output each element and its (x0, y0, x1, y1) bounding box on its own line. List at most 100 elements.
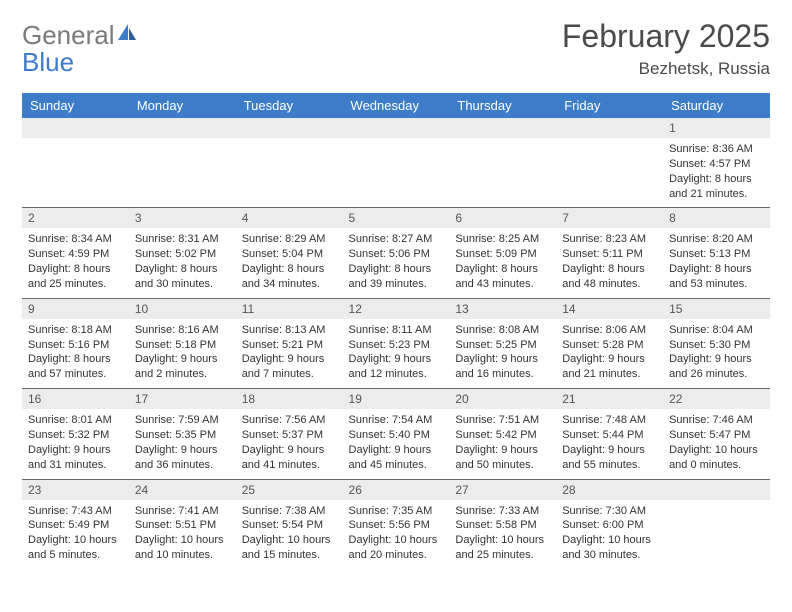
day-details: Sunrise: 8:11 AMSunset: 5:23 PMDaylight:… (343, 319, 450, 388)
day-number: 17 (129, 389, 236, 409)
calendar-empty-cell (22, 118, 129, 208)
sunrise-line: Sunrise: 7:46 AM (669, 413, 764, 428)
day-number: 21 (556, 389, 663, 409)
sunset-line: Sunset: 5:32 PM (28, 428, 123, 443)
daylight-line: Daylight: 8 hours and 53 minutes. (669, 262, 764, 292)
day-details: Sunrise: 7:56 AMSunset: 5:37 PMDaylight:… (236, 409, 343, 478)
day-details: Sunrise: 7:30 AMSunset: 6:00 PMDaylight:… (556, 500, 663, 569)
daylight-line: Daylight: 8 hours and 57 minutes. (28, 352, 123, 382)
sunset-line: Sunset: 5:06 PM (349, 247, 444, 262)
sunset-line: Sunset: 5:30 PM (669, 338, 764, 353)
day-number (663, 480, 770, 500)
day-details: Sunrise: 8:20 AMSunset: 5:13 PMDaylight:… (663, 228, 770, 297)
calendar-day-cell: 14Sunrise: 8:06 AMSunset: 5:28 PMDayligh… (556, 298, 663, 388)
calendar-day-cell: 22Sunrise: 7:46 AMSunset: 5:47 PMDayligh… (663, 389, 770, 479)
day-number: 23 (22, 480, 129, 500)
daylight-line: Daylight: 8 hours and 34 minutes. (242, 262, 337, 292)
day-number (343, 118, 450, 138)
sunrise-line: Sunrise: 8:01 AM (28, 413, 123, 428)
day-details: Sunrise: 8:31 AMSunset: 5:02 PMDaylight:… (129, 228, 236, 297)
daylight-line: Daylight: 9 hours and 7 minutes. (242, 352, 337, 382)
sunrise-line: Sunrise: 8:34 AM (28, 232, 123, 247)
calendar-week-row: 23Sunrise: 7:43 AMSunset: 5:49 PMDayligh… (22, 479, 770, 569)
calendar-table: SundayMondayTuesdayWednesdayThursdayFrid… (22, 93, 770, 569)
daylight-line: Daylight: 10 hours and 20 minutes. (349, 533, 444, 563)
day-number: 25 (236, 480, 343, 500)
sunset-line: Sunset: 5:35 PM (135, 428, 230, 443)
sunrise-line: Sunrise: 7:51 AM (455, 413, 550, 428)
calendar-body: 1Sunrise: 8:36 AMSunset: 4:57 PMDaylight… (22, 118, 770, 569)
sunrise-line: Sunrise: 7:54 AM (349, 413, 444, 428)
calendar-day-cell: 6Sunrise: 8:25 AMSunset: 5:09 PMDaylight… (449, 208, 556, 298)
sunrise-line: Sunrise: 7:33 AM (455, 504, 550, 519)
day-details: Sunrise: 8:27 AMSunset: 5:06 PMDaylight:… (343, 228, 450, 297)
sunset-line: Sunset: 5:13 PM (669, 247, 764, 262)
day-number: 8 (663, 208, 770, 228)
sunset-line: Sunset: 5:04 PM (242, 247, 337, 262)
sunrise-line: Sunrise: 8:08 AM (455, 323, 550, 338)
weekday-header: Thursday (449, 93, 556, 118)
sunrise-line: Sunrise: 7:41 AM (135, 504, 230, 519)
calendar-day-cell: 4Sunrise: 8:29 AMSunset: 5:04 PMDaylight… (236, 208, 343, 298)
logo: General Blue (22, 18, 138, 77)
calendar-week-row: 9Sunrise: 8:18 AMSunset: 5:16 PMDaylight… (22, 298, 770, 388)
day-details: Sunrise: 8:23 AMSunset: 5:11 PMDaylight:… (556, 228, 663, 297)
sunset-line: Sunset: 5:28 PM (562, 338, 657, 353)
sunset-line: Sunset: 5:18 PM (135, 338, 230, 353)
sunrise-line: Sunrise: 7:43 AM (28, 504, 123, 519)
day-details: Sunrise: 8:29 AMSunset: 5:04 PMDaylight:… (236, 228, 343, 297)
day-details: Sunrise: 7:46 AMSunset: 5:47 PMDaylight:… (663, 409, 770, 478)
logo-text-line2: Blue (22, 49, 138, 76)
sunset-line: Sunset: 5:42 PM (455, 428, 550, 443)
daylight-line: Daylight: 9 hours and 55 minutes. (562, 443, 657, 473)
daylight-line: Daylight: 9 hours and 26 minutes. (669, 352, 764, 382)
day-number: 27 (449, 480, 556, 500)
calendar-day-cell: 7Sunrise: 8:23 AMSunset: 5:11 PMDaylight… (556, 208, 663, 298)
sunset-line: Sunset: 5:25 PM (455, 338, 550, 353)
calendar-empty-cell (236, 118, 343, 208)
day-number: 26 (343, 480, 450, 500)
sunrise-line: Sunrise: 8:18 AM (28, 323, 123, 338)
day-number: 3 (129, 208, 236, 228)
day-number: 6 (449, 208, 556, 228)
daylight-line: Daylight: 8 hours and 39 minutes. (349, 262, 444, 292)
day-number: 14 (556, 299, 663, 319)
calendar-empty-cell (449, 118, 556, 208)
sunset-line: Sunset: 5:09 PM (455, 247, 550, 262)
calendar-day-cell: 15Sunrise: 8:04 AMSunset: 5:30 PMDayligh… (663, 298, 770, 388)
calendar-week-row: 1Sunrise: 8:36 AMSunset: 4:57 PMDaylight… (22, 118, 770, 208)
sunrise-line: Sunrise: 8:20 AM (669, 232, 764, 247)
calendar-day-cell: 12Sunrise: 8:11 AMSunset: 5:23 PMDayligh… (343, 298, 450, 388)
sunset-line: Sunset: 5:11 PM (562, 247, 657, 262)
title-block: February 2025 Bezhetsk, Russia (562, 18, 770, 79)
day-number: 15 (663, 299, 770, 319)
sunset-line: Sunset: 4:57 PM (669, 157, 764, 172)
sunset-line: Sunset: 5:47 PM (669, 428, 764, 443)
sunrise-line: Sunrise: 8:25 AM (455, 232, 550, 247)
sunset-line: Sunset: 5:21 PM (242, 338, 337, 353)
weekday-header: Friday (556, 93, 663, 118)
day-details: Sunrise: 8:34 AMSunset: 4:59 PMDaylight:… (22, 228, 129, 297)
calendar-empty-cell (663, 479, 770, 569)
sunrise-line: Sunrise: 8:11 AM (349, 323, 444, 338)
day-number: 1 (663, 118, 770, 138)
sunset-line: Sunset: 5:51 PM (135, 518, 230, 533)
calendar-day-cell: 9Sunrise: 8:18 AMSunset: 5:16 PMDaylight… (22, 298, 129, 388)
calendar-day-cell: 25Sunrise: 7:38 AMSunset: 5:54 PMDayligh… (236, 479, 343, 569)
day-number: 2 (22, 208, 129, 228)
day-number: 22 (663, 389, 770, 409)
calendar-week-row: 16Sunrise: 8:01 AMSunset: 5:32 PMDayligh… (22, 389, 770, 479)
day-number: 4 (236, 208, 343, 228)
day-number (236, 118, 343, 138)
daylight-line: Daylight: 9 hours and 2 minutes. (135, 352, 230, 382)
day-details: Sunrise: 8:08 AMSunset: 5:25 PMDaylight:… (449, 319, 556, 388)
calendar-day-cell: 11Sunrise: 8:13 AMSunset: 5:21 PMDayligh… (236, 298, 343, 388)
sunset-line: Sunset: 5:56 PM (349, 518, 444, 533)
day-number: 24 (129, 480, 236, 500)
calendar-day-cell: 28Sunrise: 7:30 AMSunset: 6:00 PMDayligh… (556, 479, 663, 569)
sunrise-line: Sunrise: 7:38 AM (242, 504, 337, 519)
daylight-line: Daylight: 9 hours and 31 minutes. (28, 443, 123, 473)
daylight-line: Daylight: 10 hours and 30 minutes. (562, 533, 657, 563)
day-number: 20 (449, 389, 556, 409)
location-subtitle: Bezhetsk, Russia (562, 59, 770, 79)
